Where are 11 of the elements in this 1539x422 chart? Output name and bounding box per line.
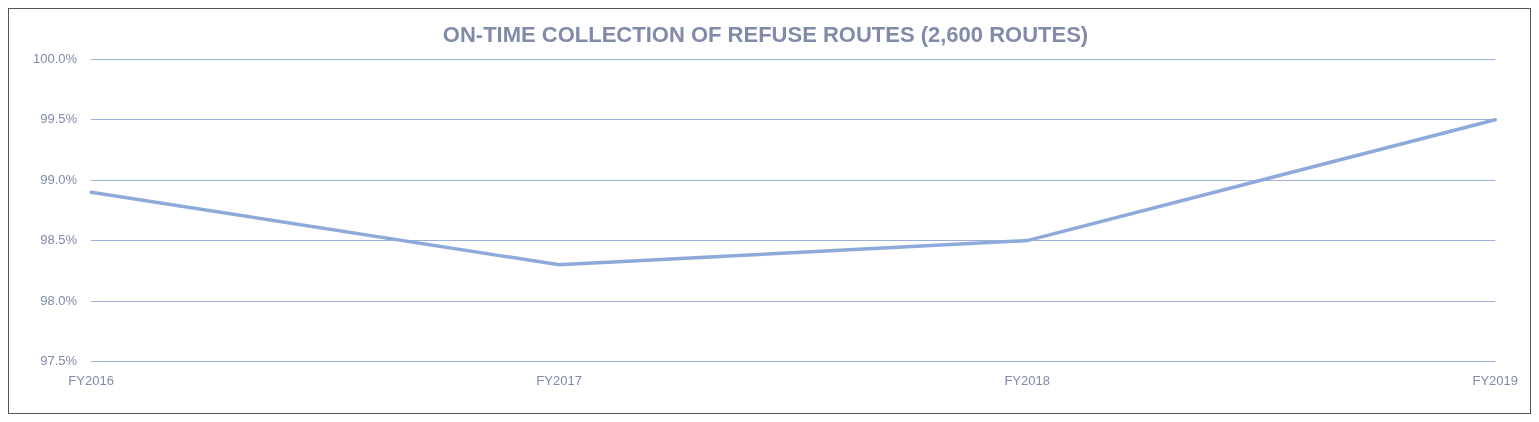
y-tick-label: 100.0%: [33, 50, 78, 66]
y-tick-label: 98.0%: [40, 292, 78, 308]
y-tick-label: 99.5%: [40, 111, 78, 127]
y-tick-label: 99.0%: [40, 171, 78, 187]
x-tick-label: FY2017: [536, 372, 582, 388]
x-tick-label: FY2018: [1004, 372, 1050, 388]
y-tick-label: 98.5%: [40, 232, 78, 248]
chart-title: ON-TIME COLLECTION OF REFUSE ROUTES (2,600 ROUTES): [442, 22, 1089, 48]
y-tick-label: 97.5%: [40, 352, 78, 368]
x-tick-label: FY2016: [68, 372, 114, 388]
x-tick-label: FY2019: [1472, 372, 1519, 388]
